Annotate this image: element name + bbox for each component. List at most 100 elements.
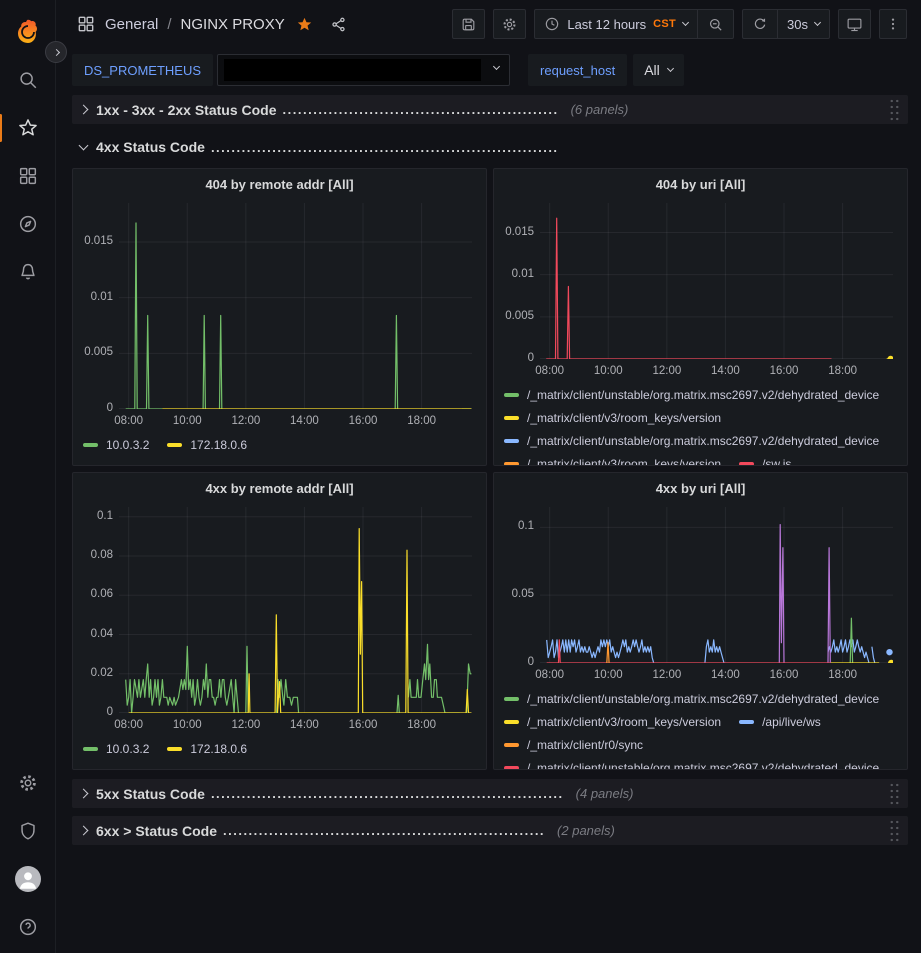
legend-item[interactable]: /_matrix/client/v3/room_keys/version: [504, 411, 721, 425]
x-axis-tick-label: 10:00: [593, 365, 623, 377]
sidebar-item-help[interactable]: [8, 907, 48, 947]
tv-icon: [847, 18, 862, 31]
legend-label: /_matrix/client/v3/room_keys/version: [527, 457, 722, 465]
variable-dropdown-ds-prometheus[interactable]: [217, 54, 511, 86]
row-6xx[interactable]: 6xx > Status Code ......................…: [72, 816, 908, 845]
y-axis-tick-label: 0.005: [84, 346, 113, 359]
legend-item[interactable]: 172.18.0.6: [167, 742, 247, 756]
chart-legend: /_matrix/client/unstable/org.matrix.msc2…: [494, 687, 907, 769]
row-drag-handle[interactable]: [889, 818, 900, 843]
y-axis-tick-label: 0.01: [511, 267, 534, 280]
sidebar-item-alerting[interactable]: [8, 252, 48, 292]
chart-legend: /_matrix/client/unstable/org.matrix.msc2…: [494, 383, 907, 465]
legend-item[interactable]: 172.18.0.6: [167, 438, 247, 452]
legend-label: 10.0.3.2: [106, 742, 150, 756]
legend-item[interactable]: /_matrix/client/unstable/org.matrix.msc2…: [504, 434, 879, 448]
panel-title-bar[interactable]: 404 by uri [All]: [494, 169, 907, 199]
sidebar-item-starred[interactable]: [0, 108, 48, 148]
x-axis-tick-label: 14:00: [711, 669, 740, 681]
x-axis-tick-label: 18:00: [407, 719, 436, 731]
legend-label: /_matrix/client/unstable/org.matrix.msc2…: [527, 761, 880, 769]
sidebar-item-profile[interactable]: [8, 859, 48, 899]
panel-title-bar[interactable]: 4xx by uri [All]: [494, 473, 907, 503]
row-4xx[interactable]: 4xx Status Code ........................…: [72, 134, 908, 160]
legend-item[interactable]: /_matrix/client/r0/sync: [504, 738, 643, 752]
legend-swatch-icon: [504, 720, 519, 724]
breadcrumb: General / NGINX PROXY: [76, 14, 347, 34]
sidebar-item-server-admin[interactable]: [8, 811, 48, 851]
row-drag-handle[interactable]: [889, 97, 900, 122]
star-filled-icon[interactable]: [296, 16, 313, 33]
breadcrumb-folder[interactable]: General: [105, 15, 159, 33]
chevron-right-icon: [78, 104, 89, 115]
time-series-chart[interactable]: 0 0.005 0.01 0.015 08:00 10:00 12:00 14:00 16:00…: [84, 203, 472, 427]
row-title: 5xx Status Code: [96, 785, 205, 802]
refresh-interval-label: 30s: [787, 16, 808, 32]
legend-label: /_matrix/client/v3/room_keys/version: [527, 411, 722, 425]
share-icon[interactable]: [330, 16, 347, 33]
y-axis-tick-label: 0.02: [90, 666, 113, 679]
legend-item[interactable]: /sw.js: [739, 457, 791, 465]
time-series-chart[interactable]: 0 0.05 0.1 08:00 10:00 12:00 14:00 16:00 18:00: [512, 507, 893, 681]
clock-icon: [546, 17, 559, 31]
x-axis-tick-label: 12:00: [652, 365, 682, 377]
legend-label: 10.0.3.2: [106, 438, 150, 452]
sidebar-item-explore[interactable]: [8, 204, 48, 244]
variable-dropdown-request-host[interactable]: All: [633, 54, 684, 86]
legend-row: /_matrix/client/r0/sync: [504, 738, 905, 752]
row-1xx-3xx-2xx[interactable]: 1xx - 3xx - 2xx Status Code ............…: [72, 95, 908, 124]
legend-row: 10.0.3.2 172.18.0.6: [83, 438, 484, 452]
legend-item[interactable]: /_matrix/client/unstable/org.matrix.msc2…: [504, 692, 879, 706]
alerting-bell-icon: [20, 263, 35, 280]
x-axis-tick-label: 16:00: [348, 415, 378, 427]
dashboard-settings-button[interactable]: [493, 9, 527, 39]
y-axis-tick-label: 0.1: [97, 509, 113, 522]
chart-area: 0 0.02 0.04 0.06 0.08 0.1 08:00 10:00 12:00 14:00…: [91, 507, 472, 731]
settings-gear-icon: [503, 17, 516, 31]
x-axis-tick-label: 10:00: [172, 719, 202, 731]
legend-row: /_matrix/client/unstable/org.matrix.msc2…: [504, 434, 905, 448]
legend-row: 10.0.3.2 172.18.0.6: [83, 742, 484, 756]
x-axis-tick-label: 10:00: [593, 669, 623, 681]
timezone-label: CST: [653, 18, 677, 30]
row-drag-handle[interactable]: [889, 781, 900, 806]
row-title: 6xx > Status Code: [96, 822, 217, 839]
grafana-logo[interactable]: [8, 12, 48, 52]
time-series-chart[interactable]: 0 0.005 0.01 0.015 08:00 10:00 12:00 14:00 16:00…: [505, 203, 893, 377]
refresh-interval-picker[interactable]: 30s: [777, 10, 829, 38]
save-dashboard-button[interactable]: [452, 9, 486, 39]
legend-item[interactable]: 10.0.3.2: [83, 438, 149, 452]
x-axis-tick-label: 14:00: [290, 719, 319, 731]
sidebar-item-dashboards[interactable]: [8, 156, 48, 196]
configuration-gear-icon: [19, 775, 36, 791]
legend-item[interactable]: /api/live/ws: [739, 715, 821, 729]
legend-item[interactable]: /_matrix/client/v3/room_keys/version: [504, 715, 721, 729]
sidebar-item-search[interactable]: [8, 60, 48, 100]
server-admin-shield-icon: [20, 822, 35, 840]
kebab-menu-button[interactable]: [879, 9, 907, 39]
legend-item[interactable]: /_matrix/client/v3/room_keys/version: [504, 457, 721, 465]
refresh-button[interactable]: [743, 10, 777, 38]
legend-item[interactable]: /_matrix/client/unstable/org.matrix.msc2…: [504, 388, 879, 402]
row-title: 4xx Status Code: [96, 139, 205, 155]
chevron-right-icon: [52, 48, 60, 56]
chart-area: 0 0.005 0.01 0.015 08:00 10:00 12:00 14:00 16:00…: [84, 203, 472, 427]
legend-label: /_matrix/client/unstable/org.matrix.msc2…: [527, 692, 880, 706]
zoom-out-time-button[interactable]: [697, 10, 733, 38]
tv-mode-button[interactable]: [838, 9, 871, 39]
time-range-picker[interactable]: Last 12 hours CST: [535, 10, 697, 38]
chart-area: 0 0.005 0.01 0.015 08:00 10:00 12:00 14:00 16:00…: [505, 203, 893, 377]
row-5xx[interactable]: 5xx Status Code ........................…: [72, 779, 908, 808]
legend-item[interactable]: /_matrix/client/unstable/org.matrix.msc2…: [504, 761, 879, 769]
panel-title-bar[interactable]: 4xx by remote addr [All]: [73, 473, 486, 503]
panel-title-bar[interactable]: 404 by remote addr [All]: [73, 169, 486, 199]
legend-item[interactable]: 10.0.3.2: [83, 742, 149, 756]
chevron-down-icon: [492, 62, 501, 71]
legend-swatch-icon: [83, 443, 98, 447]
variable-value: All: [644, 62, 660, 78]
expand-sidebar-button[interactable]: [45, 41, 67, 63]
panel-title: 404 by remote addr [All]: [205, 176, 354, 192]
sidebar-item-configuration[interactable]: [8, 763, 48, 803]
time-series-chart[interactable]: 0 0.02 0.04 0.06 0.08 0.1 08:00 10:00 12:00 14:00…: [91, 507, 472, 731]
x-axis-tick-label: 08:00: [535, 365, 565, 377]
